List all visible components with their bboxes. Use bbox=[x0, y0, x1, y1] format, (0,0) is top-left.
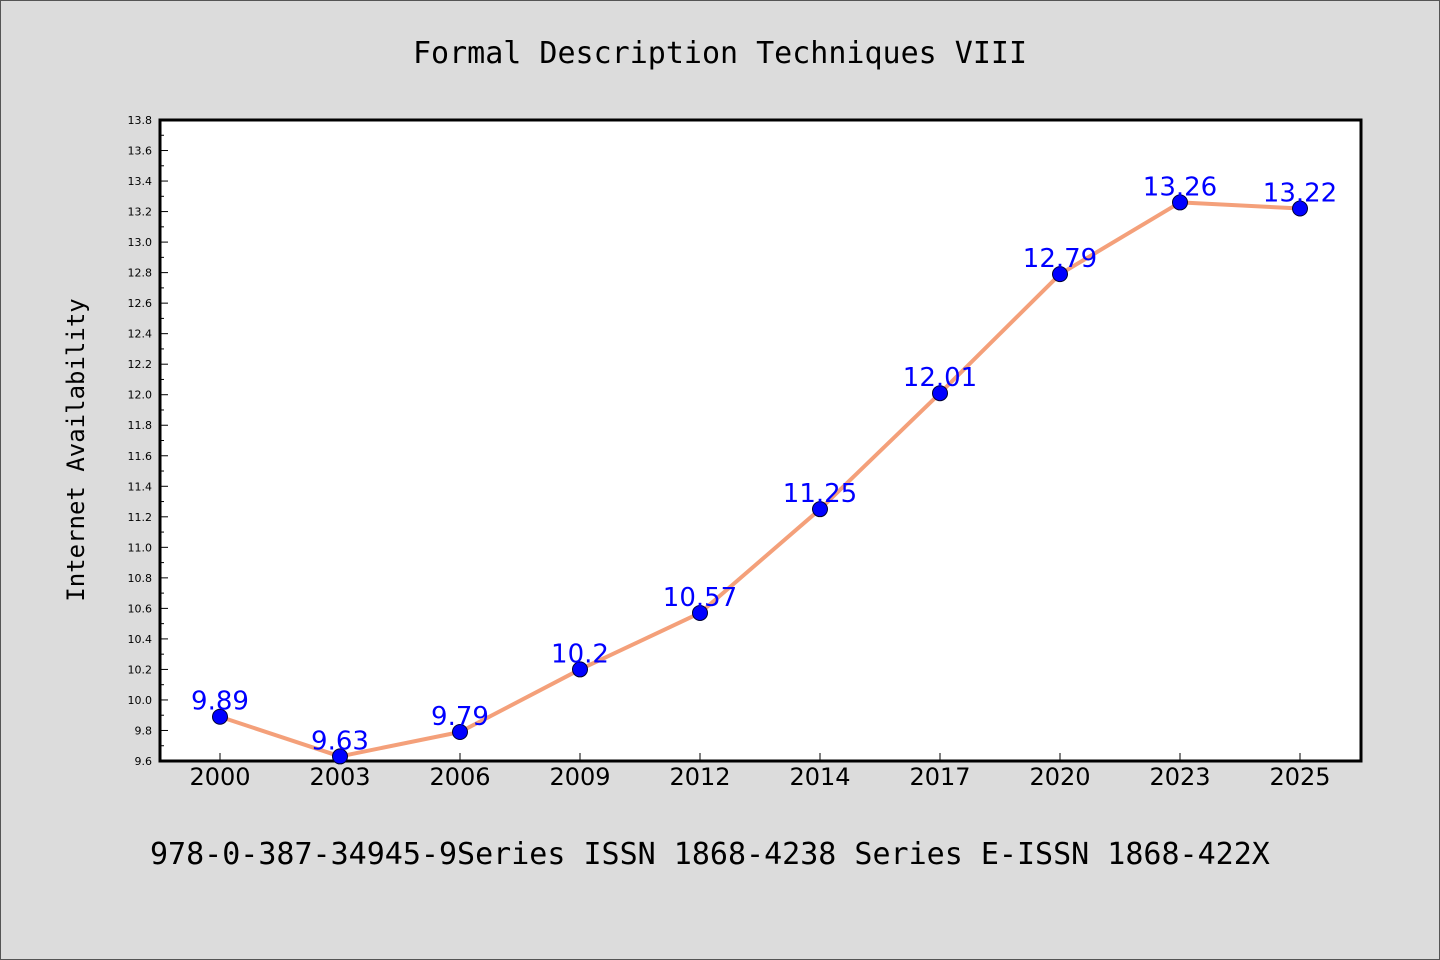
y-tick-label: 9.8 bbox=[135, 724, 153, 737]
x-tick-label: 2012 bbox=[669, 763, 730, 791]
y-tick-label: 12.2 bbox=[128, 358, 153, 371]
x-tick-label: 2003 bbox=[309, 763, 370, 791]
data-point bbox=[1172, 194, 1188, 211]
x-tick-label: 2014 bbox=[789, 763, 850, 791]
x-axis: 2000 2003 2006 2009 2012 2014 2017 2020 2023 2025 bbox=[189, 753, 1331, 791]
data-label: 12.79 bbox=[1023, 244, 1097, 274]
y-tick-label: 10.8 bbox=[128, 572, 153, 585]
y-tick-label: 11.8 bbox=[128, 419, 153, 432]
series-line bbox=[218, 200, 1302, 759]
data-label: 9.63 bbox=[311, 726, 369, 756]
x-tick-label: 2020 bbox=[1029, 763, 1090, 791]
y-tick-label: 10.6 bbox=[128, 602, 153, 615]
y-tick-label: 10.0 bbox=[128, 694, 153, 707]
x-tick-label: 2025 bbox=[1269, 763, 1330, 791]
x-tick-label: 2006 bbox=[429, 763, 490, 791]
data-point bbox=[572, 661, 588, 678]
data-label: 12.01 bbox=[903, 363, 977, 393]
y-tick-label: 11.4 bbox=[128, 480, 153, 493]
x-tick-label: 2023 bbox=[1149, 763, 1210, 791]
x-tick-label: 2017 bbox=[909, 763, 970, 791]
plot-area bbox=[158, 118, 1363, 763]
footer-text: 978-0-387-34945-9Series ISSN 1868-4238 S… bbox=[150, 837, 1270, 872]
y-tick-label: 13.0 bbox=[128, 236, 153, 249]
y-axis-label: Internet Availability bbox=[62, 298, 90, 601]
x-tick-label: 2000 bbox=[189, 763, 250, 791]
y-tick-label: 12.6 bbox=[128, 297, 153, 310]
data-markers bbox=[212, 194, 1308, 765]
y-tick-label: 11.0 bbox=[128, 541, 153, 554]
y-axis: 9.6 9.8 10.0 10.2 10.4 10.6 10.8 11.0 11.2 11.4 11… bbox=[128, 114, 168, 768]
data-labels: 9.89 9.63 9.79 10.2 10.57 11.25 12.01 12.79 13.2… bbox=[191, 172, 1337, 756]
data-label: 13.22 bbox=[1263, 179, 1337, 209]
x-tick-label: 2009 bbox=[549, 763, 610, 791]
data-label: 9.89 bbox=[191, 687, 249, 717]
data-point bbox=[452, 724, 468, 741]
chart-title: Formal Description Techniques VIII bbox=[413, 36, 1027, 71]
y-tick-label: 13.8 bbox=[128, 114, 153, 127]
y-tick-label: 9.6 bbox=[135, 755, 153, 768]
y-tick-label: 10.4 bbox=[128, 633, 153, 646]
data-point bbox=[812, 501, 828, 518]
data-label: 10.57 bbox=[663, 583, 737, 613]
data-label: 11.25 bbox=[783, 479, 857, 509]
data-point bbox=[932, 385, 948, 402]
y-tick-label: 13.6 bbox=[128, 145, 153, 158]
data-point bbox=[1052, 266, 1068, 283]
data-point bbox=[212, 708, 228, 725]
y-tick-label: 11.2 bbox=[128, 511, 153, 524]
y-tick-label: 12.0 bbox=[128, 389, 153, 402]
data-label: 9.79 bbox=[431, 702, 489, 732]
data-point bbox=[1292, 200, 1308, 217]
y-tick-label: 12.8 bbox=[128, 267, 153, 280]
data-point bbox=[332, 748, 348, 765]
y-tick-label: 11.6 bbox=[128, 450, 153, 463]
y-tick-label: 12.4 bbox=[128, 328, 153, 341]
y-tick-label: 13.4 bbox=[128, 175, 153, 188]
data-label: 13.26 bbox=[1143, 172, 1217, 202]
y-tick-label: 13.2 bbox=[128, 206, 153, 219]
y-tick-label: 10.2 bbox=[128, 663, 153, 676]
data-point bbox=[692, 604, 708, 621]
data-label: 10.2 bbox=[551, 639, 609, 669]
